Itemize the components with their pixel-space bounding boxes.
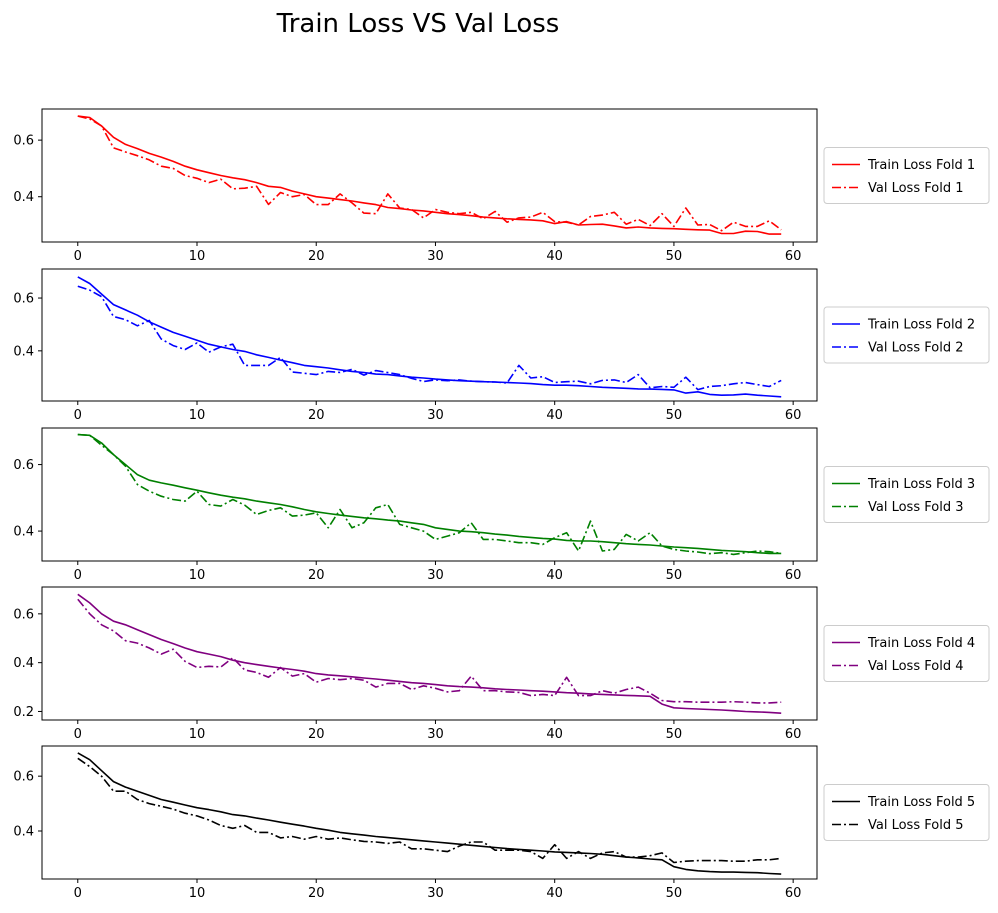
series-line-train-fold-4 xyxy=(77,593,782,714)
series-line-train-fold-2 xyxy=(77,276,782,398)
x-tick-label: 60 xyxy=(785,408,802,423)
x-tick-label: 50 xyxy=(666,249,683,264)
axes-frame xyxy=(41,745,818,880)
x-tick-label: 50 xyxy=(666,408,683,423)
legend-box xyxy=(823,147,990,204)
series-line-val-fold-1 xyxy=(77,115,782,232)
legend-fold-4: Train Loss Fold 4 Val Loss Fold 4 xyxy=(823,625,990,682)
axes-frame xyxy=(41,108,818,243)
x-tick-label: 40 xyxy=(546,727,563,742)
legend-box xyxy=(823,466,990,523)
legend-box xyxy=(823,625,990,682)
subplot-fold-2: 0 10 20 30 40 50 60 0.4 0.6 Train Loss Fold 2 Val … xyxy=(13,268,990,423)
legend-label: Train Loss Fold 4 xyxy=(867,636,975,651)
x-tick-label: 10 xyxy=(189,727,206,742)
x-tick-label: 30 xyxy=(427,568,444,583)
y-tick-label: 0.4 xyxy=(13,656,34,671)
legend-label: Train Loss Fold 1 xyxy=(867,158,975,173)
x-tick-label: 60 xyxy=(785,886,802,901)
x-tick-label: 30 xyxy=(427,408,444,423)
subplot-fold-4: 0 10 20 30 40 50 60 0.2 0.4 0.6 Train Loss Fold 4 V… xyxy=(13,586,990,742)
x-tick-label: 30 xyxy=(427,886,444,901)
subplot-fold-3: 0 10 20 30 40 50 60 0.4 0.6 Train Loss Fold 3 Val … xyxy=(13,427,990,583)
y-tick-label: 0.6 xyxy=(13,770,34,785)
series-line-train-fold-1 xyxy=(77,115,782,235)
x-tick-label: 0 xyxy=(74,408,82,423)
legend-label: Val Loss Fold 1 xyxy=(868,181,963,196)
legend-box xyxy=(823,306,990,364)
x-tick-label: 0 xyxy=(74,886,82,901)
y-tick-label: 0.6 xyxy=(13,134,34,149)
legend-fold-5: Train Loss Fold 5 Val Loss Fold 5 xyxy=(823,784,990,841)
x-tick-label: 60 xyxy=(785,727,802,742)
x-tick-label: 60 xyxy=(785,249,802,264)
legend-label: Val Loss Fold 5 xyxy=(868,818,963,833)
chart-title: Train Loss VS Val Loss xyxy=(276,9,560,39)
y-tick-label: 0.6 xyxy=(13,607,34,622)
x-tick-label: 20 xyxy=(308,886,325,901)
axes-frame xyxy=(41,268,818,402)
legend-label: Val Loss Fold 3 xyxy=(868,500,963,515)
x-tick-label: 20 xyxy=(308,249,325,264)
subplot-fold-5: 0 10 20 30 40 50 60 0.4 0.6 Train Loss Fold 5 Val … xyxy=(13,745,990,901)
x-tick-label: 10 xyxy=(189,408,206,423)
legend-label: Train Loss Fold 5 xyxy=(867,795,975,810)
series-line-val-fold-3 xyxy=(77,433,782,556)
axes-frame xyxy=(41,586,818,721)
x-tick-label: 60 xyxy=(785,568,802,583)
x-tick-label: 20 xyxy=(308,408,325,423)
y-tick-label: 0.4 xyxy=(13,525,34,540)
x-tick-label: 0 xyxy=(74,568,82,583)
x-tick-label: 0 xyxy=(74,249,82,264)
series-line-train-fold-5 xyxy=(77,752,782,875)
series-line-val-fold-4 xyxy=(77,598,782,704)
y-tick-label: 0.6 xyxy=(13,458,34,473)
x-tick-label: 20 xyxy=(308,727,325,742)
legend-fold-1: Train Loss Fold 1 Val Loss Fold 1 xyxy=(823,147,990,204)
x-tick-label: 40 xyxy=(546,408,563,423)
x-tick-label: 50 xyxy=(666,727,683,742)
x-tick-label: 50 xyxy=(666,886,683,901)
x-tick-label: 30 xyxy=(427,249,444,264)
x-tick-label: 30 xyxy=(427,727,444,742)
x-tick-label: 40 xyxy=(546,249,563,264)
legend-label: Train Loss Fold 2 xyxy=(867,318,975,333)
legend-fold-3: Train Loss Fold 3 Val Loss Fold 3 xyxy=(823,466,990,523)
x-tick-label: 20 xyxy=(308,568,325,583)
y-tick-label: 0.2 xyxy=(13,705,34,720)
series-line-val-fold-2 xyxy=(77,285,782,391)
legend-label: Train Loss Fold 3 xyxy=(867,477,975,492)
x-tick-label: 50 xyxy=(666,568,683,583)
y-tick-label: 0.4 xyxy=(13,190,34,205)
subplots: 0 10 20 30 40 50 60 0.4 0.6 Train Loss Fold 1 Val … xyxy=(13,108,990,901)
x-tick-label: 40 xyxy=(546,568,563,583)
axes-frame xyxy=(41,427,818,562)
legend-box xyxy=(823,784,990,841)
series-line-val-fold-5 xyxy=(77,757,782,864)
y-tick-label: 0.6 xyxy=(13,292,34,307)
x-tick-label: 40 xyxy=(546,886,563,901)
x-tick-label: 0 xyxy=(74,727,82,742)
x-tick-label: 10 xyxy=(189,249,206,264)
legend-label: Val Loss Fold 4 xyxy=(868,659,963,674)
y-tick-label: 0.4 xyxy=(13,825,34,840)
legend-label: Val Loss Fold 2 xyxy=(868,341,963,356)
legend-fold-2: Train Loss Fold 2 Val Loss Fold 2 xyxy=(823,306,990,364)
subplot-fold-1: 0 10 20 30 40 50 60 0.4 0.6 Train Loss Fold 1 Val … xyxy=(13,108,990,264)
x-tick-label: 10 xyxy=(189,886,206,901)
y-tick-label: 0.4 xyxy=(13,344,34,359)
x-tick-label: 10 xyxy=(189,568,206,583)
